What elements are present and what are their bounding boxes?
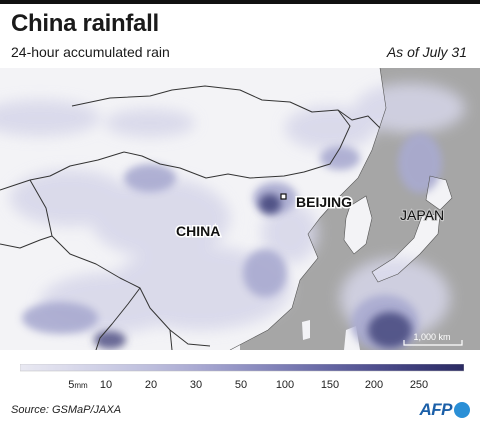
legend-tick-label: 20 (145, 379, 157, 390)
rainfall-legend: 5mm 10 20 30 50 100 150 200 250 (20, 364, 464, 390)
legend-tick-label: 100 (276, 379, 294, 390)
legend-color-bar (20, 364, 464, 372)
scale-bar (403, 340, 463, 346)
afp-logo-text: AFP (419, 400, 453, 419)
legend-tick-label: 200 (365, 379, 383, 390)
land-korea (344, 196, 372, 254)
date-note: As of July 31 (386, 44, 467, 60)
legend-tick-label: 250 (410, 379, 428, 390)
legend-tick-label: 5mm (68, 379, 88, 390)
legend-ticks: 5mm 10 20 30 50 100 150 200 250 (68, 379, 428, 390)
afp-logo-dot (454, 402, 470, 418)
source-note: Source: GSMaP/JAXA (11, 404, 122, 416)
legend-tick-label: 150 (321, 379, 339, 390)
scale-bar-label: 1,000 km (413, 332, 450, 342)
label-china: CHINA (176, 223, 220, 239)
beijing-marker (280, 193, 287, 200)
legend-tick-label: 10 (100, 379, 112, 390)
legend-unit: mm (74, 381, 88, 390)
land-taiwan (302, 320, 310, 340)
label-beijing: BEIJING (296, 194, 352, 210)
page-subtitle: 24-hour accumulated rain (11, 44, 170, 60)
country-borders (0, 85, 381, 350)
legend-tick-label: 30 (190, 379, 202, 390)
label-japan: JAPAN (400, 207, 444, 223)
rainfall-map: CHINA BEIJING JAPAN 1,000 km (0, 68, 480, 350)
page-title: China rainfall (11, 10, 159, 37)
coastline (229, 68, 453, 350)
header-bar (0, 0, 480, 4)
legend-tick-label: 50 (235, 379, 247, 390)
afp-logo: AFP (419, 400, 470, 420)
land-hainan (226, 340, 240, 350)
